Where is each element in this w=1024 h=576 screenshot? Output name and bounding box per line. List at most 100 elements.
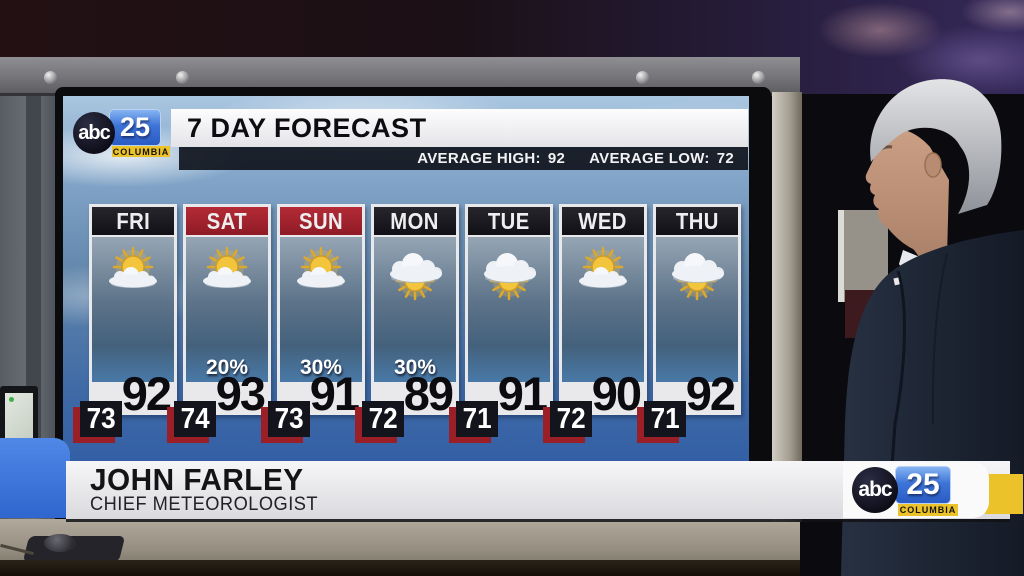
day-panel [656,237,738,382]
weather-icon-partly-cloudy [109,246,157,288]
cloud-icon [672,253,724,283]
cloud-icon [109,267,157,288]
high-temp: 92 [685,367,736,421]
ear-icon [924,152,942,178]
screw-icon [44,71,57,84]
abc25-logo-screen: 25 abc COLUMBIA [73,105,185,157]
high-temp: 92 [121,367,172,421]
presenter-role: CHIEF METEOROLOGIST [90,494,319,515]
weather-icon-partly-cloudy [203,246,251,288]
average-high-value: 92 [547,150,566,167]
cloud-icon [579,267,627,288]
logo-25-text: 25 [906,468,940,501]
day-header: MON [374,207,456,235]
mouse [44,534,76,552]
day-column: FRI 92 73 [80,204,177,437]
day-panel [562,237,644,382]
day-panel: 20% [186,237,268,382]
logo-25-text: 25 [119,112,151,142]
low-temp-badge: 73 [268,401,310,437]
low-temp-badge: 71 [644,401,686,437]
low-temp-badge: 71 [456,401,498,437]
lower-third-yellow-strip [985,474,1023,514]
weather-screen-content: 25 abc COLUMBIA 7 DAY FORECAST AVERAGE H… [63,96,749,511]
weather-icon-partly-cloudy [579,246,627,288]
high-strip: 93 [186,370,268,417]
high-strip: 89 [374,370,456,417]
day-header: SAT [186,207,268,235]
day-name: SAT [206,207,248,234]
day-header: TUE [468,207,550,235]
cloud-icon [484,253,536,283]
abc-circle-icon: abc [852,467,898,513]
day-panel [92,237,174,382]
average-low-value: 72 [716,150,734,167]
logo-city-text: COLUMBIA [112,146,170,157]
day-column: TUE 91 71 [456,204,553,437]
day-name: THU [675,207,719,234]
low-temp-badge: 74 [174,401,216,437]
weather-icon-mostly-cloudy [484,253,536,301]
abc-circle-icon: abc [73,112,115,154]
hair [870,79,1002,214]
high-temp: 89 [403,367,454,421]
low-temp-badge: 72 [550,401,592,437]
day-name: MON [390,207,440,234]
weather-icon-mostly-cloudy [390,253,442,301]
forecast-title: 7 DAY FORECAST [187,112,427,143]
presenter-name: JOHN FARLEY [90,462,304,497]
forecast-title-bar: 7 DAY FORECAST [171,109,748,147]
abc25-logo-lower: 25 abc COLUMBIA [843,462,989,518]
average-bar: AVERAGE HIGH: 92 AVERAGE LOW: 72 [179,147,748,170]
low-temp-badge: 72 [362,401,404,437]
suit-lapel [888,270,906,495]
screw-icon [752,71,765,84]
day-panel: 30% [374,237,456,382]
desk-front-edge [0,560,800,576]
cloud-icon [203,267,251,288]
average-low-label: AVERAGE LOW: [589,150,710,167]
lapel-pin [893,277,900,286]
weather-icon-mostly-cloudy [672,253,724,301]
high-temp: 90 [591,367,642,421]
day-name: TUE [488,207,530,234]
day-panel: 30% [280,237,362,382]
power-led-icon [9,397,14,402]
weather-icon-partly-cloudy [297,246,345,288]
lower-third-bar: JOHN FARLEY CHIEF METEOROLOGIST 25 abc C… [66,461,1023,519]
day-column: THU 92 71 [644,204,741,437]
screw-icon [176,71,189,84]
day-panel [468,237,550,382]
precip-chance: 20% [205,356,249,379]
day-name: WED [578,207,628,234]
high-temp: 93 [215,367,266,421]
day-column: SUN 30% 91 73 [268,204,365,437]
suit-sleeve-line [931,253,948,425]
forecast-days: FRI 92 73 SAT [80,204,749,440]
day-column: SAT 20% 93 74 [174,204,271,437]
lower-third-accent-square [0,438,70,518]
cloud-icon [390,253,442,283]
high-strip: 91 [280,370,362,417]
studio-wall-band [26,96,41,444]
day-header: WED [562,207,644,235]
precip-chance: 30% [393,356,437,379]
precip-chance: 30% [299,356,343,379]
studio-pillar-right [772,92,802,522]
cloud-icon [297,267,345,288]
weather-screen: 25 abc COLUMBIA 7 DAY FORECAST AVERAGE H… [55,87,771,518]
average-high-label: AVERAGE HIGH: [417,150,541,167]
day-name: FRI [116,207,150,234]
day-column: MON 30% 89 72 [362,204,459,437]
logo-city-text: COLUMBIA [899,505,957,515]
day-header: THU [656,207,738,235]
high-temp: 91 [309,367,360,421]
screw-icon [636,71,649,84]
low-temp-badge: 73 [80,401,122,437]
day-header: SUN [280,207,362,235]
high-temp: 91 [497,367,548,421]
day-header: FRI [92,207,174,235]
day-name: SUN [298,207,344,234]
day-column: WED 90 72 [550,204,647,437]
